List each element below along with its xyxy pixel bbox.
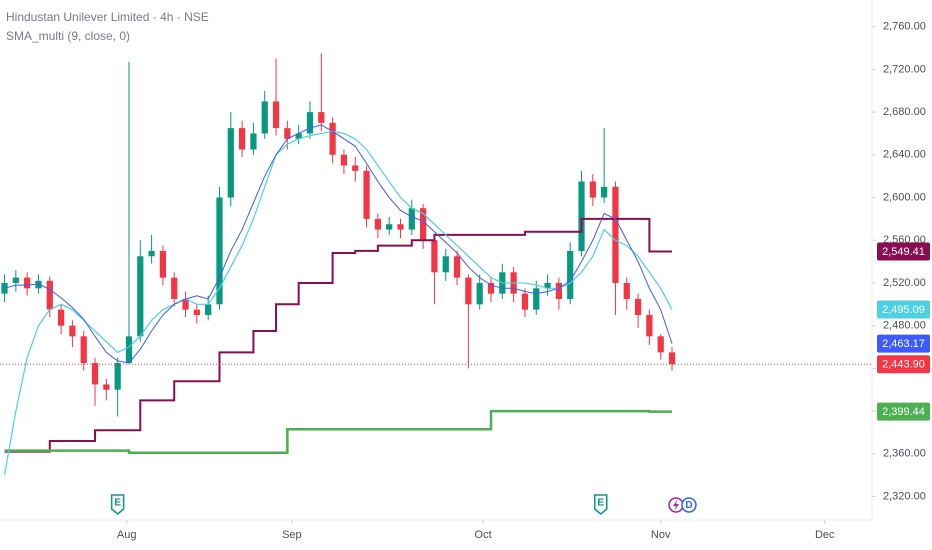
candle-body bbox=[601, 186, 608, 198]
y-tick-label: 2,640.00 bbox=[883, 149, 926, 161]
price-label: 2,443.90 bbox=[882, 359, 925, 371]
candle-body bbox=[465, 277, 472, 305]
candle-body bbox=[567, 250, 574, 299]
candle-body bbox=[668, 352, 676, 365]
candle-body bbox=[340, 154, 348, 166]
x-tick-label: Dec bbox=[815, 529, 835, 541]
candle-body bbox=[442, 256, 449, 273]
y-tick-label: 2,720.00 bbox=[883, 63, 926, 75]
candle-body bbox=[329, 122, 336, 155]
y-tick-label: 2,760.00 bbox=[883, 21, 926, 33]
candle-body bbox=[306, 112, 314, 134]
y-tick-label: 2,680.00 bbox=[883, 106, 926, 118]
candle-body bbox=[533, 288, 540, 310]
candle-body bbox=[646, 314, 653, 337]
candle-body bbox=[397, 224, 404, 230]
price-label-box bbox=[877, 300, 930, 319]
y-tick-label: 2,600.00 bbox=[883, 191, 926, 203]
indicator-title: SMA_multi (9, close, 0) bbox=[6, 29, 130, 43]
candle-body bbox=[555, 282, 562, 299]
x-tick-label: Aug bbox=[117, 529, 137, 541]
candle-body bbox=[80, 336, 87, 364]
candle-body bbox=[171, 277, 178, 299]
candle-body bbox=[318, 112, 325, 123]
candle-body bbox=[238, 128, 246, 150]
indicator-line bbox=[4, 217, 673, 453]
candle-body bbox=[103, 384, 110, 390]
candle-body bbox=[193, 309, 200, 315]
candle-body bbox=[227, 128, 234, 198]
y-tick-label: 2,320.00 bbox=[883, 490, 926, 502]
candle-body bbox=[431, 240, 438, 273]
y-tick-label: 2,480.00 bbox=[883, 320, 926, 332]
candle-body bbox=[295, 133, 302, 139]
candle-body bbox=[125, 336, 133, 364]
candle-body bbox=[453, 256, 461, 278]
event-earnings-icon bbox=[593, 494, 608, 515]
candle-body bbox=[250, 133, 257, 150]
candle-body bbox=[91, 363, 99, 385]
candle-body bbox=[284, 128, 291, 139]
price-label: 2,399.44 bbox=[882, 406, 925, 418]
candle-body bbox=[24, 277, 31, 289]
candle-body bbox=[12, 277, 19, 283]
price-label-box bbox=[877, 242, 930, 261]
y-tick-label: 2,520.00 bbox=[883, 277, 926, 289]
candle-body bbox=[148, 250, 155, 257]
candle-body bbox=[57, 309, 65, 326]
event-dividend-icon bbox=[681, 497, 697, 513]
price-label: 2,495.09 bbox=[882, 304, 925, 316]
candle-body bbox=[386, 224, 393, 230]
x-tick-label: Nov bbox=[651, 529, 671, 541]
candle-body bbox=[159, 250, 167, 278]
candle-body bbox=[476, 282, 483, 305]
indicator-line bbox=[4, 409, 673, 454]
candle-body bbox=[420, 208, 427, 241]
candle-body bbox=[216, 197, 223, 305]
candle-body bbox=[363, 170, 370, 219]
candle-body bbox=[261, 101, 268, 134]
event-split-bolt bbox=[672, 499, 679, 511]
y-tick-label: 2,360.00 bbox=[883, 448, 926, 460]
candle-body bbox=[521, 293, 529, 310]
candle-body bbox=[182, 298, 189, 310]
candle-body bbox=[623, 282, 630, 299]
candle-body bbox=[408, 208, 415, 230]
candle-body bbox=[374, 218, 381, 230]
price-label-box bbox=[877, 334, 930, 353]
candle-body bbox=[578, 181, 585, 251]
candle-body bbox=[114, 363, 121, 390]
candle-body bbox=[612, 186, 619, 283]
candle-body bbox=[589, 181, 596, 198]
event-earnings-icon bbox=[110, 494, 125, 515]
candle-body bbox=[137, 256, 144, 337]
event-label: E bbox=[114, 498, 121, 509]
candle-body bbox=[46, 280, 53, 310]
candle-body bbox=[205, 304, 212, 315]
event-label: E bbox=[597, 498, 604, 509]
candle-body bbox=[657, 336, 664, 353]
candle-body bbox=[272, 101, 280, 129]
x-tick-label: Sep bbox=[282, 529, 302, 541]
price-label-box bbox=[877, 355, 930, 374]
indicator-line bbox=[4, 124, 673, 364]
event-label: D bbox=[685, 500, 692, 511]
candle-body bbox=[544, 282, 551, 289]
x-tick-label: Oct bbox=[475, 529, 492, 541]
chart-title: Hindustan Unilever Limited · 4h · NSE bbox=[6, 10, 209, 24]
candle-body bbox=[487, 282, 495, 294]
candle-body bbox=[352, 165, 359, 171]
candle-body bbox=[634, 298, 642, 315]
price-label: 2,463.17 bbox=[882, 338, 925, 350]
price-label-box bbox=[877, 402, 930, 421]
candle-body bbox=[69, 325, 76, 337]
price-label: 2,549.41 bbox=[882, 246, 925, 258]
